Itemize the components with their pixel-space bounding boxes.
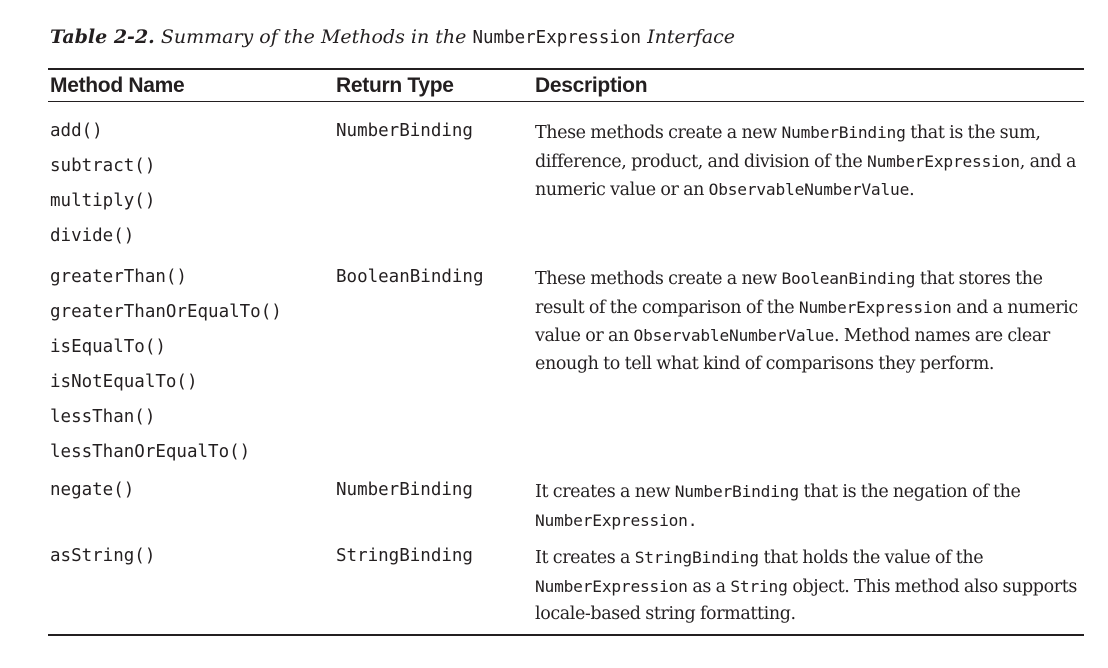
header-description: Description xyxy=(535,73,648,97)
description-text: It creates a xyxy=(535,548,635,568)
method-name: isEqualTo() xyxy=(50,337,166,357)
inline-code: NumberExpression xyxy=(867,151,1020,171)
table-caption: Table 2-2. Summary of the Methods in the… xyxy=(50,26,735,48)
method-name: subtract() xyxy=(50,156,156,176)
method-name: divide() xyxy=(50,226,135,246)
method-name: lessThanOrEqualTo() xyxy=(50,442,251,462)
inline-code: BooleanBinding xyxy=(781,269,916,288)
header-method-name: Method Name xyxy=(50,73,185,97)
method-name: isNotEqualTo() xyxy=(50,372,198,392)
table-bottom-rule xyxy=(48,633,1084,636)
table-row: negate() NumberBinding It creates a new Nu… xyxy=(48,470,1084,535)
description-cell: These methods create a new BooleanBindin… xyxy=(535,260,1084,378)
method-name: negate() xyxy=(50,480,135,500)
table-body: add() subtract() multiply() divide() NumberB… xyxy=(48,102,1084,634)
method-name: greaterThan() xyxy=(50,267,187,287)
inline-code: ObservableNumberValue xyxy=(708,180,910,199)
description-text: . Method names are clear enough to tell … xyxy=(535,326,1050,374)
inline-code: NumberBinding xyxy=(781,123,906,142)
description-text: It creates a new xyxy=(535,482,675,502)
return-type-cell: BooleanBinding xyxy=(336,267,484,287)
description-text: object. This method also supports locale… xyxy=(535,576,1077,625)
method-name-cell: negate() xyxy=(48,473,336,508)
methods-table: Method Name Return Type Description add(… xyxy=(48,68,1084,636)
method-name: asString() xyxy=(50,546,156,566)
method-name: add() xyxy=(50,121,103,141)
table-header-row: Method Name Return Type Description xyxy=(48,70,1084,101)
description-cell: These methods create a new NumberBinding… xyxy=(535,114,1084,205)
return-type-cell: NumberBinding xyxy=(336,480,473,500)
description-text: that stores the result of the comparison… xyxy=(535,269,1043,318)
description-text: that is the sum, difference, product, an… xyxy=(535,123,1041,172)
inline-code: NumberBinding xyxy=(674,482,799,501)
method-name-cell: add() subtract() multiply() divide() xyxy=(48,114,336,254)
table-row: asString() StringBinding It creates a Stri… xyxy=(48,535,1084,634)
caption-label: Table 2-2. xyxy=(50,26,155,48)
caption-code: NumberExpression xyxy=(472,28,642,48)
method-name: greaterThanOrEqualTo() xyxy=(50,302,282,322)
description-text: , and a numeric value or an xyxy=(535,151,1076,201)
table-top-rule xyxy=(48,68,1084,70)
description-text: and a numeric value or an xyxy=(535,297,1078,347)
header-return-type: Return Type xyxy=(336,73,454,97)
return-type-cell: NumberBinding xyxy=(336,121,473,141)
inline-code: String xyxy=(730,576,788,596)
description-text: that is the negation of the xyxy=(798,482,1021,502)
description-cell: It creates a new NumberBinding that is t… xyxy=(535,473,1084,535)
caption-text: Summary of the Methods in the xyxy=(160,26,467,48)
table-header-rule xyxy=(48,101,1084,102)
method-name-cell: asString() xyxy=(48,539,336,574)
method-name-cell: greaterThan() greaterThanOrEqualTo() isEqu… xyxy=(48,260,336,470)
description-text: as a xyxy=(687,576,731,597)
inline-code: StringBinding xyxy=(634,548,759,567)
inline-code: NumberExpression xyxy=(798,297,952,317)
inline-code: NumberExpression. xyxy=(535,510,698,530)
description-text: These methods create a new xyxy=(535,269,782,289)
description-text: . xyxy=(909,180,915,200)
description-cell: It creates a StringBinding that holds th… xyxy=(535,539,1084,629)
inline-code: ObservableNumberValue xyxy=(633,326,835,345)
description-text: that holds the value of the xyxy=(758,548,984,568)
return-type-cell: StringBinding xyxy=(336,546,473,566)
table-row: add() subtract() multiply() divide() NumberB… xyxy=(48,102,1084,254)
method-name: multiply() xyxy=(50,191,156,211)
table-row: greaterThan() greaterThanOrEqualTo() isEqu… xyxy=(48,254,1084,470)
method-name: lessThan() xyxy=(50,407,156,427)
inline-code: NumberExpression xyxy=(535,576,688,596)
description-text: These methods create a new xyxy=(535,123,782,143)
caption-suffix: Interface xyxy=(647,26,736,48)
